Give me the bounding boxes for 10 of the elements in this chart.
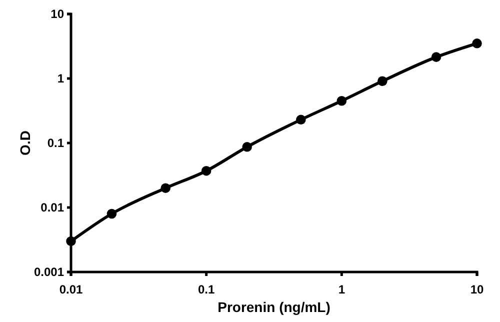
x-tick-label: 1 <box>338 282 346 296</box>
y-tick-label: 1 <box>57 71 64 86</box>
y-axis-title: O.D <box>17 130 33 156</box>
y-tick-label: 0.01 <box>40 200 64 214</box>
x-tick-label: 0.1 <box>198 282 215 296</box>
y-tick-label: 0.1 <box>47 136 64 150</box>
y-tick-label: 0.001 <box>34 264 64 279</box>
x-tick-label: 10 <box>470 282 484 296</box>
x-axis-title: Prorenin (ng/mL) <box>218 299 330 315</box>
y-tick-label: 10 <box>50 6 64 21</box>
